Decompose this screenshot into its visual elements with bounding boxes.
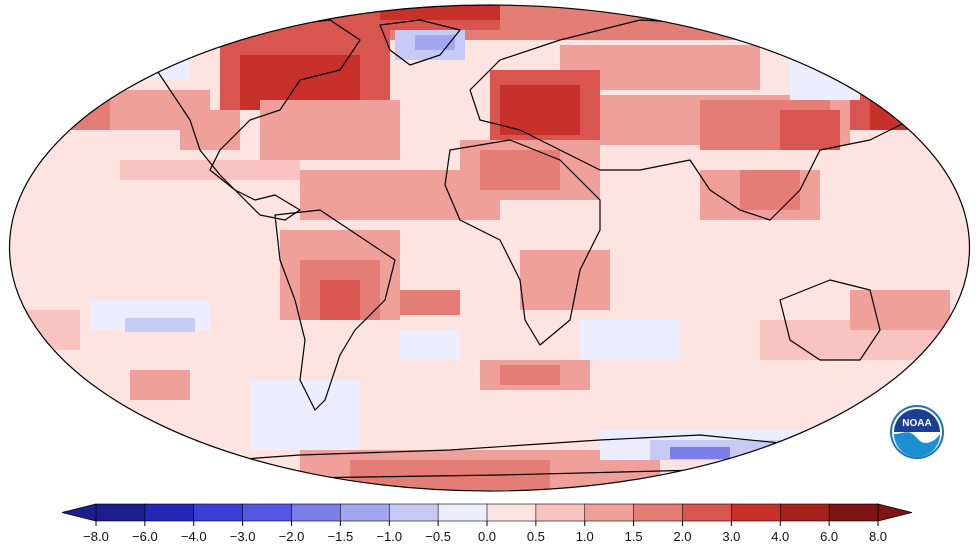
anomaly-cell (850, 90, 970, 130)
colorbar-bin (437, 503, 488, 522)
colorbar-bin (193, 503, 244, 522)
colorbar-high-arrow (877, 503, 913, 522)
map-border (8, 4, 971, 492)
anomaly-cell (400, 290, 460, 315)
anomaly-cell (870, 100, 960, 130)
colorbar-bin (388, 503, 439, 522)
colorbar-tick-label: 8.0 (869, 529, 887, 544)
colorbar-bin (291, 503, 342, 522)
colorbar-bin (535, 503, 586, 522)
colorbar-tick-label: −8.0 (83, 529, 109, 544)
coastline (149, 19, 361, 221)
anomaly-map: NOAA (8, 4, 971, 492)
colorbar-tick-label: −1.5 (328, 529, 354, 544)
anomaly-grid (9, 4, 970, 491)
colorbar-tick-label: 0.5 (527, 529, 545, 544)
colorbar-bin (486, 503, 537, 522)
anomaly-cell (500, 85, 580, 135)
coastline (274, 209, 396, 411)
anomaly-cell (500, 365, 560, 385)
colorbar-bin (340, 503, 391, 522)
colorbar-bin (633, 503, 684, 522)
anomaly-cell (520, 250, 610, 310)
colorbar-tick-label: 2.0 (673, 529, 691, 544)
noaa-seal-icon: NOAA (890, 405, 944, 459)
anomaly-cell (400, 330, 460, 360)
anomaly-cell (110, 40, 190, 80)
colorbar-tick-label: −6.0 (132, 529, 158, 544)
anomaly-cell (320, 280, 360, 320)
colorbar-tick-label: −1.0 (376, 529, 402, 544)
anomaly-cell (300, 380, 350, 410)
coastline (444, 139, 601, 346)
colorbar-tick-label: 4.0 (771, 529, 789, 544)
anomaly-cell (125, 318, 195, 332)
colorbar-bin (828, 503, 879, 522)
colorbar-bin (779, 503, 830, 522)
anomaly-cell (130, 370, 190, 400)
anomaly-cell (580, 320, 680, 360)
coastline (779, 279, 881, 361)
anomaly-cell (670, 447, 730, 459)
colorbar: −8.0 −6.0 −4.0 −3.0 −2.0 −1.5 −1.0 −0.5 0.0 0.5 1.… (0, 496, 979, 552)
coastline (379, 19, 461, 66)
anomaly-cell (790, 55, 860, 100)
colorbar-bin (731, 503, 782, 522)
noaa-label: NOAA (902, 418, 931, 429)
anomaly-cell (850, 290, 950, 330)
colorbar-tick-label: 1.0 (576, 529, 594, 544)
coastlines (149, 19, 931, 479)
noaa-logo: NOAA (889, 404, 945, 460)
colorbar-tick-label: 1.5 (625, 529, 643, 544)
anomaly-cell (260, 100, 400, 160)
anomaly-cell (480, 150, 560, 190)
colorbar-tick-label: 0.0 (478, 529, 496, 544)
colorbar-bin (144, 503, 195, 522)
colorbar-tick-label: 3.0 (722, 529, 740, 544)
colorbar-tick-label: −0.5 (425, 529, 451, 544)
colorbar-bin (242, 503, 293, 522)
anomaly-cell (180, 110, 240, 150)
colorbar-tick-label: −2.0 (279, 529, 305, 544)
colorbar-bin (682, 503, 733, 522)
colorbar-bin (584, 503, 635, 522)
anomaly-cell (740, 170, 800, 210)
colorbar-tick-label: −3.0 (230, 529, 256, 544)
colorbar-svg: −8.0 −6.0 −4.0 −3.0 −2.0 −1.5 −1.0 −0.5 0.0 0.5 1.… (61, 503, 913, 544)
anomaly-cell (780, 110, 840, 150)
world-map (8, 4, 971, 492)
anomaly-cell (415, 35, 455, 50)
colorbar-bin (95, 503, 146, 522)
colorbar-tick-label: −4.0 (181, 529, 207, 544)
colorbar-low-arrow (61, 503, 97, 522)
anomaly-background (9, 4, 970, 491)
colorbar-tick-label: 6.0 (820, 529, 838, 544)
